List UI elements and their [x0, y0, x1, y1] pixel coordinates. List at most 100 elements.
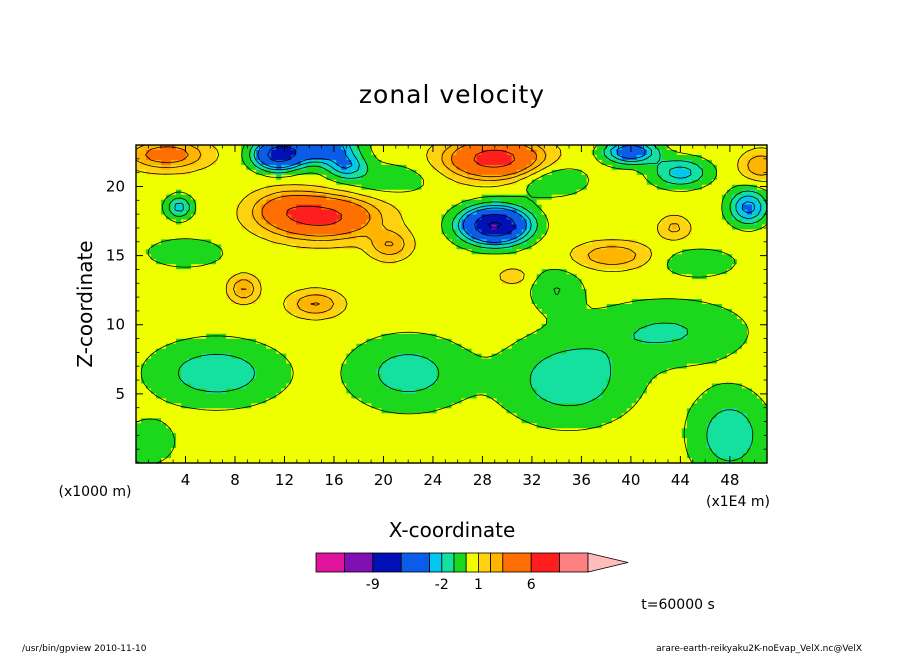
heatmap-cell [331, 239, 337, 245]
heatmap-cell [141, 318, 147, 325]
heatmap-cell [436, 299, 443, 305]
heatmap-cell [356, 274, 362, 280]
heatmap-cell [561, 229, 568, 236]
heatmap-cell [681, 279, 688, 285]
heatmap-cell [356, 249, 362, 255]
heatmap-cell [731, 264, 738, 270]
heatmap-cell [151, 219, 157, 226]
heatmap-cell [221, 219, 227, 226]
heatmap-cell [321, 318, 327, 325]
heatmap-cell [566, 308, 573, 315]
heatmap-cell [726, 194, 733, 201]
heatmap-cell [761, 318, 768, 325]
heatmap-cell [741, 259, 748, 265]
heatmap-cell [441, 224, 448, 231]
heatmap-cell [561, 274, 568, 280]
heatmap-cell [741, 269, 748, 275]
heatmap-cell [301, 313, 307, 320]
heatmap-cell [616, 154, 623, 161]
heatmap-cell [231, 289, 237, 295]
heatmap-cell [376, 328, 382, 335]
heatmap-cell [246, 179, 252, 186]
heatmap-cell [156, 279, 162, 285]
heatmap-cell [296, 318, 302, 325]
heatmap-cell [721, 239, 728, 245]
heatmap-cell [561, 219, 568, 226]
heatmap-cell [236, 199, 242, 206]
heatmap-cell [341, 279, 347, 285]
heatmap-cell [596, 264, 603, 270]
heatmap-cell [596, 164, 603, 171]
heatmap-cell [726, 289, 733, 295]
heatmap-cell [221, 204, 227, 211]
heatmap-cell [446, 194, 453, 201]
heatmap-cell [271, 254, 277, 260]
heatmap-cell [151, 164, 157, 171]
heatmap-cell [436, 308, 443, 315]
heatmap-cell [281, 284, 287, 290]
heatmap-cell [331, 264, 337, 270]
heatmap-cell [181, 194, 187, 201]
heatmap-cell [241, 249, 247, 255]
heatmap-cell [176, 254, 182, 260]
heatmap-cell [266, 214, 272, 221]
heatmap-cell [231, 308, 237, 315]
heatmap-cell [336, 214, 342, 221]
heatmap-cell [416, 289, 423, 295]
heatmap-cell [566, 194, 573, 201]
heatmap-cell [336, 338, 342, 345]
heatmap-cell [671, 259, 678, 265]
heatmap-cell [351, 328, 357, 335]
heatmap-cell [741, 174, 748, 181]
heatmap-cell [476, 284, 483, 290]
heatmap-cell [506, 194, 513, 201]
heatmap-cell [451, 159, 458, 166]
heatmap-cell [331, 234, 337, 241]
heatmap-cell [346, 323, 352, 330]
heatmap-cell [171, 313, 177, 320]
heatmap-cell [566, 269, 573, 275]
heatmap-cell [611, 219, 618, 226]
heatmap-cell [381, 338, 387, 345]
heatmap-cell [516, 234, 523, 241]
heatmap-cell [176, 169, 182, 176]
heatmap-cell [616, 323, 623, 330]
heatmap-cell [136, 179, 142, 186]
heatmap-cell [366, 234, 372, 241]
heatmap-cell [351, 149, 357, 156]
heatmap-cell [581, 229, 588, 236]
heatmap-cell [506, 234, 513, 241]
heatmap-cell [286, 279, 292, 285]
heatmap-cell [226, 189, 232, 196]
heatmap-cell [721, 199, 728, 206]
heatmap-cell [246, 328, 252, 335]
heatmap-cell [656, 333, 663, 340]
heatmap-cell [361, 164, 367, 171]
heatmap-cell [461, 199, 468, 206]
heatmap-cell [526, 189, 533, 196]
heatmap-cell [521, 284, 528, 290]
heatmap-cell [666, 244, 673, 250]
heatmap-cell [351, 279, 357, 285]
heatmap-cell [691, 199, 698, 206]
heatmap-cell [701, 204, 708, 211]
heatmap-cell [746, 239, 753, 245]
heatmap-cell [741, 234, 748, 241]
heatmap-cell [751, 199, 758, 206]
heatmap-cell [436, 199, 443, 206]
heatmap-cell [501, 169, 508, 176]
heatmap-cell [621, 199, 628, 206]
heatmap-cell [721, 289, 728, 295]
heatmap-cell [461, 145, 468, 151]
heatmap-cell [481, 179, 488, 186]
heatmap-cell [196, 313, 202, 320]
heatmap-cell [176, 323, 182, 330]
heatmap-cell [601, 284, 608, 290]
heatmap-cell [636, 254, 643, 260]
heatmap-cell [176, 159, 182, 166]
heatmap-cell [721, 284, 728, 290]
heatmap-cell [526, 214, 533, 221]
heatmap-cell [196, 229, 202, 236]
heatmap-cell [571, 254, 578, 260]
heatmap-cell [401, 244, 408, 250]
